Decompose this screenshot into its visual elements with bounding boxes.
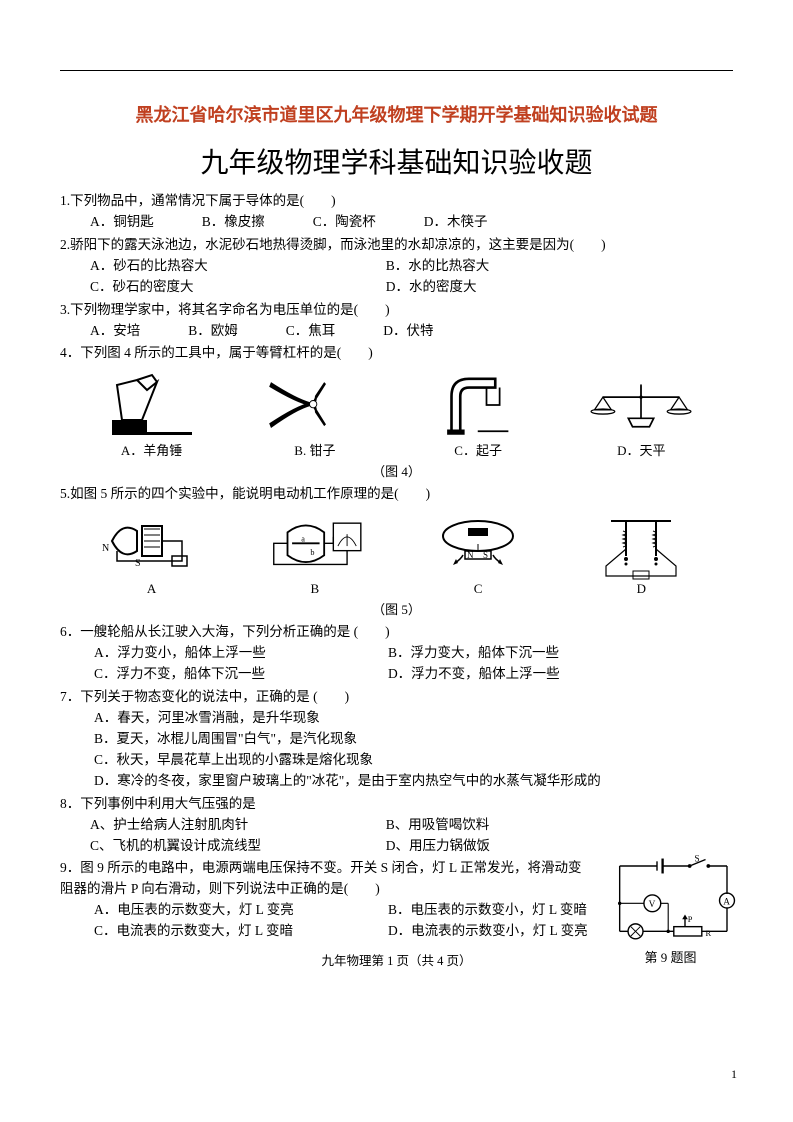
q9-opt-a: A．电压表的示数变大，灯 L 变亮: [94, 900, 388, 921]
question-6: 6．一艘轮船从长江驶入大海，下列分析正确的是 ( ) A．浮力变小，船体上浮一些…: [60, 622, 733, 685]
q8-opt-a: A、护士给病人注射肌肉针: [90, 815, 386, 836]
exp-c-icon: N S: [423, 511, 533, 581]
opener-icon: [423, 370, 533, 440]
question-1: 1.下列物品中，通常情况下属于导体的是( ) A．铜钥匙 B．橡皮擦 C．陶瓷杯…: [60, 191, 733, 233]
q8-opt-b: B、用吸管喝饮料: [386, 815, 682, 836]
page-corner-number: 1: [731, 1067, 737, 1082]
q6-text: 6．一艘轮船从长江驶入大海，下列分析正确的是 ( ): [60, 624, 390, 639]
q1-opt-d: D．木筷子: [424, 212, 488, 233]
q2-opt-a: A．砂石的比热容大: [90, 256, 386, 277]
q2-opt-d: D．水的密度大: [386, 277, 682, 298]
question-2: 2.骄阳下的露天泳池边，水泥砂石地热得烫脚，而泳池里的水却凉凉的，这主要是因为(…: [60, 235, 733, 298]
q5-text: 5.如图 5 所示的四个实验中，能说明电动机工作原理的是( ): [60, 486, 430, 501]
svg-text:b: b: [310, 548, 314, 557]
question-5: 5.如图 5 所示的四个实验中，能说明电动机工作原理的是( ): [60, 484, 733, 505]
figure-9-label: 第 9 题图: [598, 948, 743, 968]
q2-opt-c: C．砂石的密度大: [90, 277, 386, 298]
figure-4-row: A．羊角锤 B. 钳子 C．起子: [60, 370, 733, 459]
svg-text:S: S: [483, 550, 488, 560]
q2-opt-b: B．水的比热容大: [386, 256, 682, 277]
q3-opt-a: A．安培: [90, 321, 140, 342]
q6-opt-d: D．浮力不变，船体上浮一些: [388, 664, 682, 685]
q5-opt-c: C: [423, 581, 533, 597]
exp-b-icon: a b: [260, 511, 370, 581]
q5-opt-b: B: [260, 581, 370, 597]
slider-label: P: [687, 915, 692, 924]
resistor-label: R: [705, 929, 711, 938]
question-9: S A P R V: [60, 858, 733, 942]
question-4: 4．下列图 4 所示的工具中，属于等臂杠杆的是( ): [60, 343, 733, 364]
q8-opt-c: C、飞机的机翼设计成流线型: [90, 836, 386, 857]
question-3: 3.下列物理学家中，将其名字命名为电压单位的是( ) A．安培 B．欧姆 C．焦…: [60, 300, 733, 342]
svg-text:N: N: [467, 550, 474, 560]
q5-opt-d: D: [586, 581, 696, 597]
q3-opt-d: D．伏特: [383, 321, 433, 342]
q3-opt-c: C．焦耳: [286, 321, 336, 342]
q7-text: 7．下列关于物态变化的说法中，正确的是 ( ): [60, 689, 349, 704]
switch-label: S: [694, 855, 699, 865]
q7-opt-d: D．寒冷的冬夜，家里窗户玻璃上的"冰花"，是由于室内热空气中的水蒸气凝华形成的: [94, 771, 733, 792]
figure-4-caption: （图 4）: [60, 461, 733, 480]
q1-text: 1.下列物品中，通常情况下属于导体的是( ): [60, 193, 336, 208]
figure-5-row: N S A a b B: [60, 511, 733, 597]
q2-text: 2.骄阳下的露天泳池边，水泥砂石地热得烫脚，而泳池里的水却凉凉的，这主要是因为(…: [60, 237, 606, 252]
voltmeter-label: V: [648, 901, 655, 911]
q7-opt-b: B．夏天，冰棍儿周围冒"白气"，是汽化现象: [94, 729, 733, 750]
exp-d-icon: [586, 511, 696, 581]
hammer-icon: [97, 370, 207, 440]
balance-icon: [586, 370, 696, 440]
figure-5-caption: （图 5）: [60, 599, 733, 618]
q1-opt-c: C．陶瓷杯: [313, 212, 376, 233]
q9-opt-c: C．电流表的示数变大，灯 L 变暗: [94, 921, 388, 942]
figure-9: S A P R V: [598, 852, 743, 967]
q4-opt-b: B. 钳子: [260, 440, 370, 459]
q4-opt-d: D．天平: [586, 440, 696, 459]
q7-opt-c: C．秋天，早晨花草上出现的小露珠是熔化现象: [94, 750, 733, 771]
q4-opt-a: A．羊角锤: [97, 440, 207, 459]
svg-text:a: a: [301, 535, 305, 544]
svg-text:N: N: [102, 543, 109, 554]
q5-opt-a: A: [97, 581, 207, 597]
q8-text: 8．下列事例中利用大气压强的是: [60, 796, 256, 811]
question-8: 8．下列事例中利用大气压强的是 A、护士给病人注射肌肉针 B、用吸管喝饮料 C、…: [60, 794, 733, 857]
top-rule: [60, 70, 733, 71]
q3-opt-b: B．欧姆: [188, 321, 238, 342]
q6-opt-a: A．浮力变小，船体上浮一些: [94, 643, 388, 664]
q4-text: 4．下列图 4 所示的工具中，属于等臂杠杆的是( ): [60, 345, 373, 360]
q9-text: 9．图 9 所示的电路中，电源两端电压保持不变。开关 S 闭合，灯 L 正常发光…: [60, 860, 582, 896]
q6-opt-c: C．浮力不变，船体下沉一些: [94, 664, 388, 685]
q3-text: 3.下列物理学家中，将其名字命名为电压单位的是( ): [60, 302, 390, 317]
svg-text:S: S: [135, 558, 141, 569]
exam-title: 九年级物理学科基础知识验收题: [60, 141, 733, 181]
q7-opt-a: A．春天，河里冰雪消融，是升华现象: [94, 708, 733, 729]
ammeter-label: A: [723, 898, 730, 908]
q4-opt-c: C．起子: [423, 440, 533, 459]
q1-opt-b: B．橡皮擦: [202, 212, 265, 233]
question-7: 7．下列关于物态变化的说法中，正确的是 ( ) A．春天，河里冰雪消融，是升华现…: [60, 687, 733, 792]
region-title: 黑龙江省哈尔滨市道里区九年级物理下学期开学基础知识验收试题: [60, 101, 733, 127]
pliers-icon: [260, 370, 370, 440]
q6-opt-b: B．浮力变大，船体下沉一些: [388, 643, 682, 664]
exp-a-icon: N S: [97, 511, 207, 581]
q1-opt-a: A．铜钥匙: [90, 212, 154, 233]
